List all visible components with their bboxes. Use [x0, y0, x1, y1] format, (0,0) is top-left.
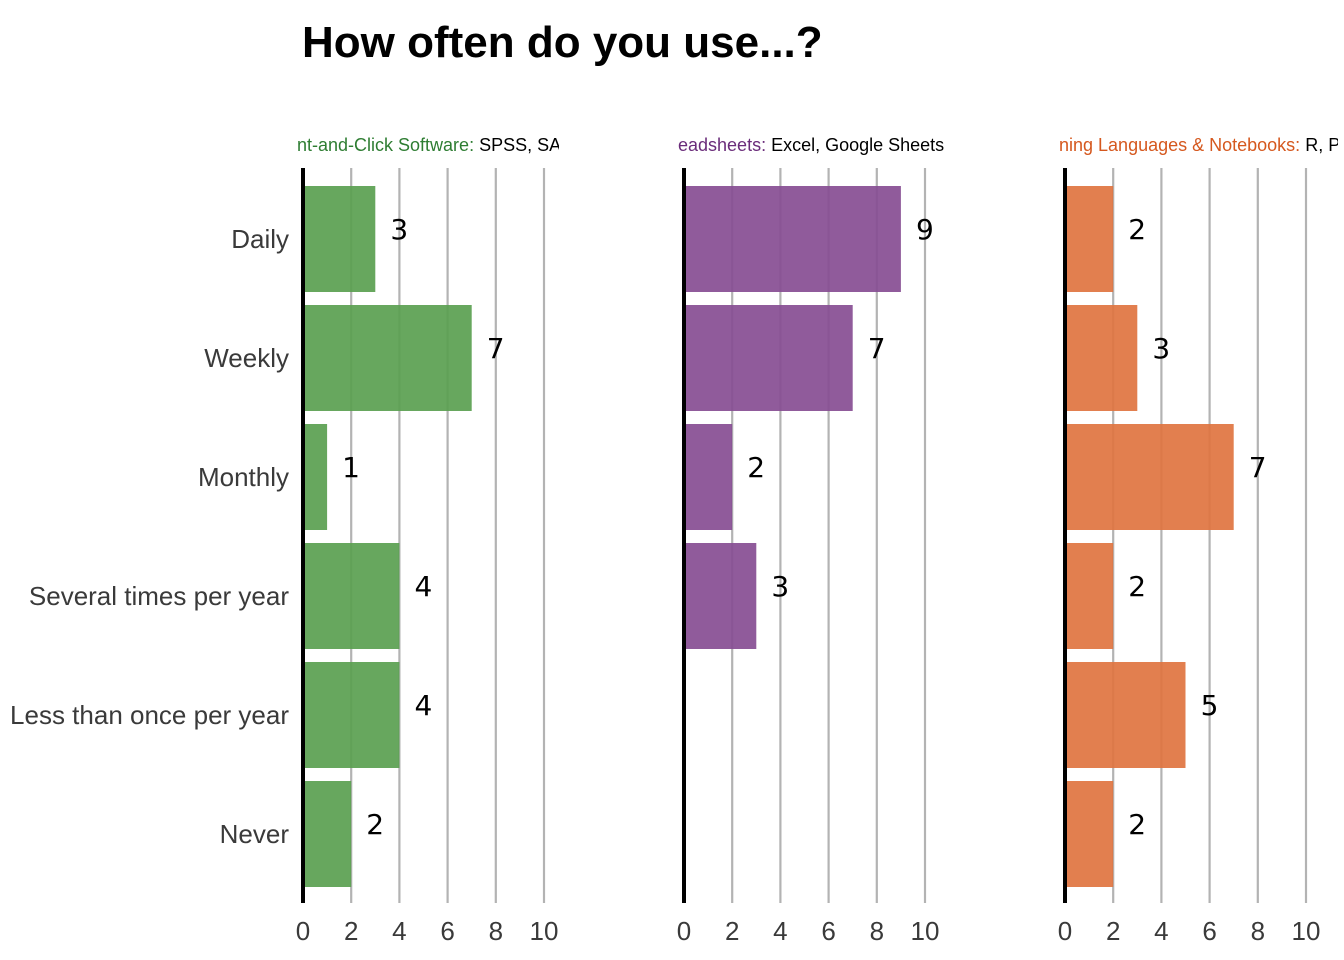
bar [684, 543, 757, 649]
chart-title: How often do you use...? [302, 18, 823, 67]
bar [303, 543, 400, 649]
x-tick-label: 0 [296, 916, 310, 946]
bar [684, 424, 733, 530]
bar [303, 662, 400, 768]
x-tick-label: 8 [1251, 916, 1265, 946]
bar [303, 305, 472, 411]
facet-panel: 2 3 7 2 5 2 0 2 4 6 8 10 ning Languages & Notebooks:… [1058, 135, 1344, 946]
bar-value-label: 3 [1152, 332, 1170, 365]
bar-value-label: 3 [390, 213, 408, 246]
facet-title-category: nt-and-Click Software: [297, 135, 474, 155]
bar-value-label: 3 [771, 570, 789, 603]
x-tick-label: 6 [1202, 916, 1216, 946]
facet-title-category: ning Languages & Notebooks: [1059, 135, 1300, 155]
facet-title: eadsheets: Excel, Google Sheets, ( [678, 135, 960, 155]
facet-panel: 9 7 2 3 0 2 4 6 8 10 eadsheets: Excel, Google Shee… [677, 135, 960, 946]
x-tick-label: 8 [489, 916, 503, 946]
bar-value-label: 9 [916, 213, 934, 246]
bar [303, 186, 376, 292]
bar [1065, 186, 1114, 292]
bar [684, 186, 901, 292]
category-label: Several times per year [29, 581, 289, 611]
category-label: Less than once per year [10, 700, 289, 730]
bar-value-label: 2 [1128, 213, 1146, 246]
category-label: Weekly [204, 343, 289, 373]
bar-value-label: 7 [1249, 451, 1267, 484]
bar [1065, 305, 1138, 411]
bar-value-label: 2 [1128, 570, 1146, 603]
x-tick-label: 10 [1292, 916, 1321, 946]
facet-title-examples: R, Py [1300, 135, 1344, 155]
x-tick-label: 6 [440, 916, 454, 946]
bar-value-label: 1 [342, 451, 360, 484]
bar-value-label: 4 [414, 570, 432, 603]
bar [303, 781, 352, 887]
x-tick-label: 2 [344, 916, 358, 946]
x-tick-label: 0 [1058, 916, 1072, 946]
x-tick-label: 8 [870, 916, 884, 946]
category-label: Never [220, 819, 290, 849]
facet-panel: 3 7 1 4 4 2 0 2 4 6 8 10 nt-and-Click Software: SPSS… [296, 135, 578, 946]
bar [1065, 424, 1234, 530]
bar [684, 305, 853, 411]
bar-value-label: 4 [414, 689, 432, 722]
x-tick-label: 4 [392, 916, 406, 946]
x-tick-label: 10 [530, 916, 559, 946]
bar [1065, 543, 1114, 649]
x-tick-label: 4 [773, 916, 787, 946]
x-tick-label: 2 [1106, 916, 1120, 946]
category-label: Daily [231, 224, 289, 254]
category-label: Monthly [198, 462, 289, 492]
bar [1065, 662, 1186, 768]
x-tick-label: 4 [1154, 916, 1168, 946]
x-tick-label: 2 [725, 916, 739, 946]
bar-value-label: 2 [1128, 808, 1146, 841]
bar-value-label: 7 [868, 332, 886, 365]
facet-title-examples: SPSS, SAS, [474, 135, 578, 155]
bar [303, 424, 328, 530]
facet-title-category: eadsheets: [678, 135, 766, 155]
facet-title: nt-and-Click Software: SPSS, SAS, [297, 135, 578, 155]
bar [1065, 781, 1114, 887]
bar-value-label: 5 [1201, 689, 1219, 722]
x-tick-label: 10 [911, 916, 940, 946]
facet-title-examples: Excel, Google Sheets, ( [766, 135, 960, 155]
x-tick-label: 0 [677, 916, 691, 946]
facet-title: ning Languages & Notebooks: R, Py [1059, 135, 1344, 155]
facets: 3 7 1 4 4 2 0 2 4 6 8 10 nt-and-Click Software: SPSS… [296, 135, 1344, 946]
category-labels: Daily Weekly Monthly Several times per year… [10, 224, 289, 849]
bar-value-label: 7 [487, 332, 505, 365]
x-tick-label: 6 [821, 916, 835, 946]
bar-value-label: 2 [366, 808, 384, 841]
bar-value-label: 2 [747, 451, 765, 484]
